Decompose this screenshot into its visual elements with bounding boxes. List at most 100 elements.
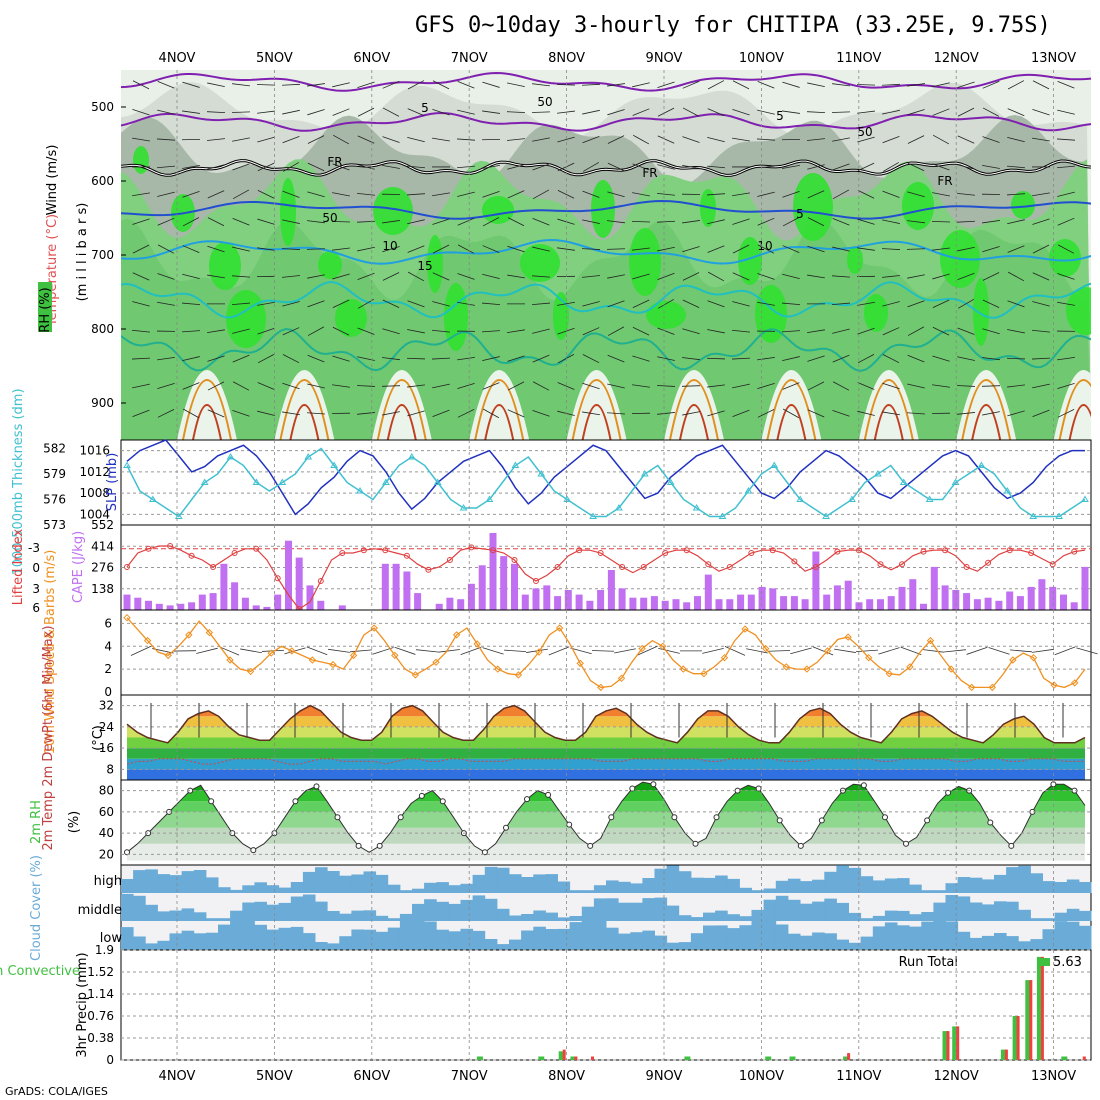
wind-barb-284 bbox=[582, 275, 600, 278]
cape-bar-54 bbox=[704, 574, 712, 610]
li-marker-64 bbox=[812, 564, 819, 570]
cape-bar-67 bbox=[844, 580, 852, 610]
surface-barb-14 bbox=[438, 649, 460, 653]
wind-barb-280 bbox=[482, 273, 500, 280]
cloud-block-2-19 bbox=[351, 929, 364, 950]
surface-barb-12 bbox=[394, 646, 416, 655]
li-marker-14 bbox=[274, 575, 281, 582]
li-marker-72 bbox=[899, 561, 905, 568]
wind-barb-52 bbox=[482, 110, 500, 114]
thickness-line-marker-24 bbox=[433, 478, 442, 485]
surface-barb-4 bbox=[218, 646, 240, 656]
wind-barb-397 bbox=[557, 354, 575, 364]
surface-barb-6 bbox=[261, 649, 285, 652]
wind-barb-394 bbox=[482, 356, 500, 362]
wind-barb-87 bbox=[407, 136, 425, 143]
wind-barb-303 bbox=[1057, 273, 1075, 280]
wind-barb-241 bbox=[457, 244, 475, 254]
li-marker-26 bbox=[403, 552, 410, 559]
wind-marker-32 bbox=[452, 631, 461, 639]
cloud-block-0-7 bbox=[205, 877, 219, 893]
wind-barb-229 bbox=[157, 244, 175, 254]
cloud-block-1-16 bbox=[315, 901, 328, 921]
cloud-block-0-19 bbox=[351, 874, 364, 893]
wind-barb-315 bbox=[407, 300, 425, 308]
wind-barb-74 bbox=[1032, 109, 1050, 116]
cape-bar-75 bbox=[930, 566, 938, 610]
wind-barb-129 bbox=[507, 164, 525, 170]
wind-marker-4 bbox=[164, 651, 172, 660]
wind-barb-309 bbox=[257, 301, 275, 306]
cloud-block-1-77 bbox=[1054, 912, 1068, 921]
wind-barb-197 bbox=[307, 220, 325, 224]
wind-barb-403 bbox=[706, 357, 726, 360]
wind-barb-407 bbox=[807, 355, 825, 362]
cloud-block-1-8 bbox=[218, 918, 231, 921]
cloud-block-0-66 bbox=[921, 890, 934, 893]
wind-barb-406 bbox=[782, 356, 800, 362]
wind-barb-24 bbox=[732, 80, 750, 90]
thickness-line-marker-16 bbox=[330, 461, 339, 468]
precip-total-label: Total / Rain Convective bbox=[0, 964, 80, 979]
cloud-block-2-40 bbox=[606, 927, 619, 950]
surface-barb-8 bbox=[306, 646, 328, 656]
wind-barb-17 bbox=[556, 84, 576, 86]
wind-barb-75 bbox=[1057, 109, 1075, 115]
rh-label: 2m RH bbox=[29, 800, 44, 844]
wind-barb-330 bbox=[781, 302, 801, 306]
rh-patch-27 bbox=[1066, 287, 1091, 335]
wind-barb-13 bbox=[457, 81, 475, 89]
cape-bar-39 bbox=[543, 585, 551, 610]
cloud-block-1-50 bbox=[727, 914, 740, 921]
wind-barb-329 bbox=[757, 301, 775, 306]
li-line bbox=[126, 545, 1086, 610]
wind-barb-12 bbox=[432, 80, 450, 90]
li-marker-20 bbox=[339, 550, 346, 556]
wind-barb-439 bbox=[656, 385, 676, 387]
wind-barb-342 bbox=[132, 329, 150, 333]
contour-label-10: 50 bbox=[857, 125, 872, 139]
cloud-block-1-20 bbox=[363, 910, 377, 921]
wind-marker-30 bbox=[432, 658, 440, 667]
wind-barb-296 bbox=[882, 275, 900, 278]
thickness-line-marker-4 bbox=[174, 512, 183, 519]
thickness-line-marker-14 bbox=[304, 453, 313, 460]
wind-barb-444 bbox=[782, 382, 800, 390]
wind-barb-424 bbox=[282, 382, 300, 390]
cloud-block-2-29 bbox=[472, 930, 486, 950]
thickness-line-marker-6 bbox=[200, 478, 209, 485]
wind-barb-79 bbox=[207, 138, 225, 141]
wind-barb-47 bbox=[357, 107, 375, 117]
precip-conv-bar-12 bbox=[1016, 1016, 1020, 1060]
wind-barb-415 bbox=[1006, 357, 1026, 360]
thickness-tick-576: 576 bbox=[43, 493, 66, 507]
wind-barb-456 bbox=[132, 409, 150, 417]
bottom-date-11NOV: 11NOV bbox=[836, 1069, 881, 1084]
wind-barb-115 bbox=[156, 165, 176, 169]
wind-barb-63 bbox=[757, 109, 775, 115]
rh-patch-15 bbox=[646, 301, 686, 329]
wind-barb-56 bbox=[582, 109, 600, 115]
temp-contour-hot-3 bbox=[484, 404, 515, 440]
wind-barb-335 bbox=[907, 300, 925, 308]
cloud-block-0-3 bbox=[157, 874, 170, 893]
cape-bar-89 bbox=[1081, 566, 1089, 610]
wind-barb-139 bbox=[756, 165, 776, 169]
cloud-block-2-20 bbox=[363, 929, 377, 950]
wind-barb-57 bbox=[607, 109, 625, 116]
wind-marker-16 bbox=[288, 647, 296, 655]
wind-barb-61 bbox=[707, 108, 725, 117]
wind-marker-42 bbox=[555, 624, 564, 632]
cloud-block-1-35 bbox=[545, 912, 558, 921]
wind-barb-383 bbox=[207, 355, 225, 362]
cloud-block-0-28 bbox=[460, 883, 474, 893]
wind-barb-239 bbox=[407, 245, 425, 253]
wind-barb-349 bbox=[307, 326, 325, 336]
cloud-block-2-74 bbox=[1018, 941, 1031, 950]
cloud-block-2-32 bbox=[509, 939, 522, 950]
cloud-block-2-22 bbox=[387, 927, 401, 950]
wind-marker-56 bbox=[700, 669, 708, 678]
wind-barb-22 bbox=[682, 80, 700, 89]
rh-ticks: 80 60 40 20 bbox=[99, 784, 114, 862]
rh-marker-78 bbox=[945, 789, 952, 796]
